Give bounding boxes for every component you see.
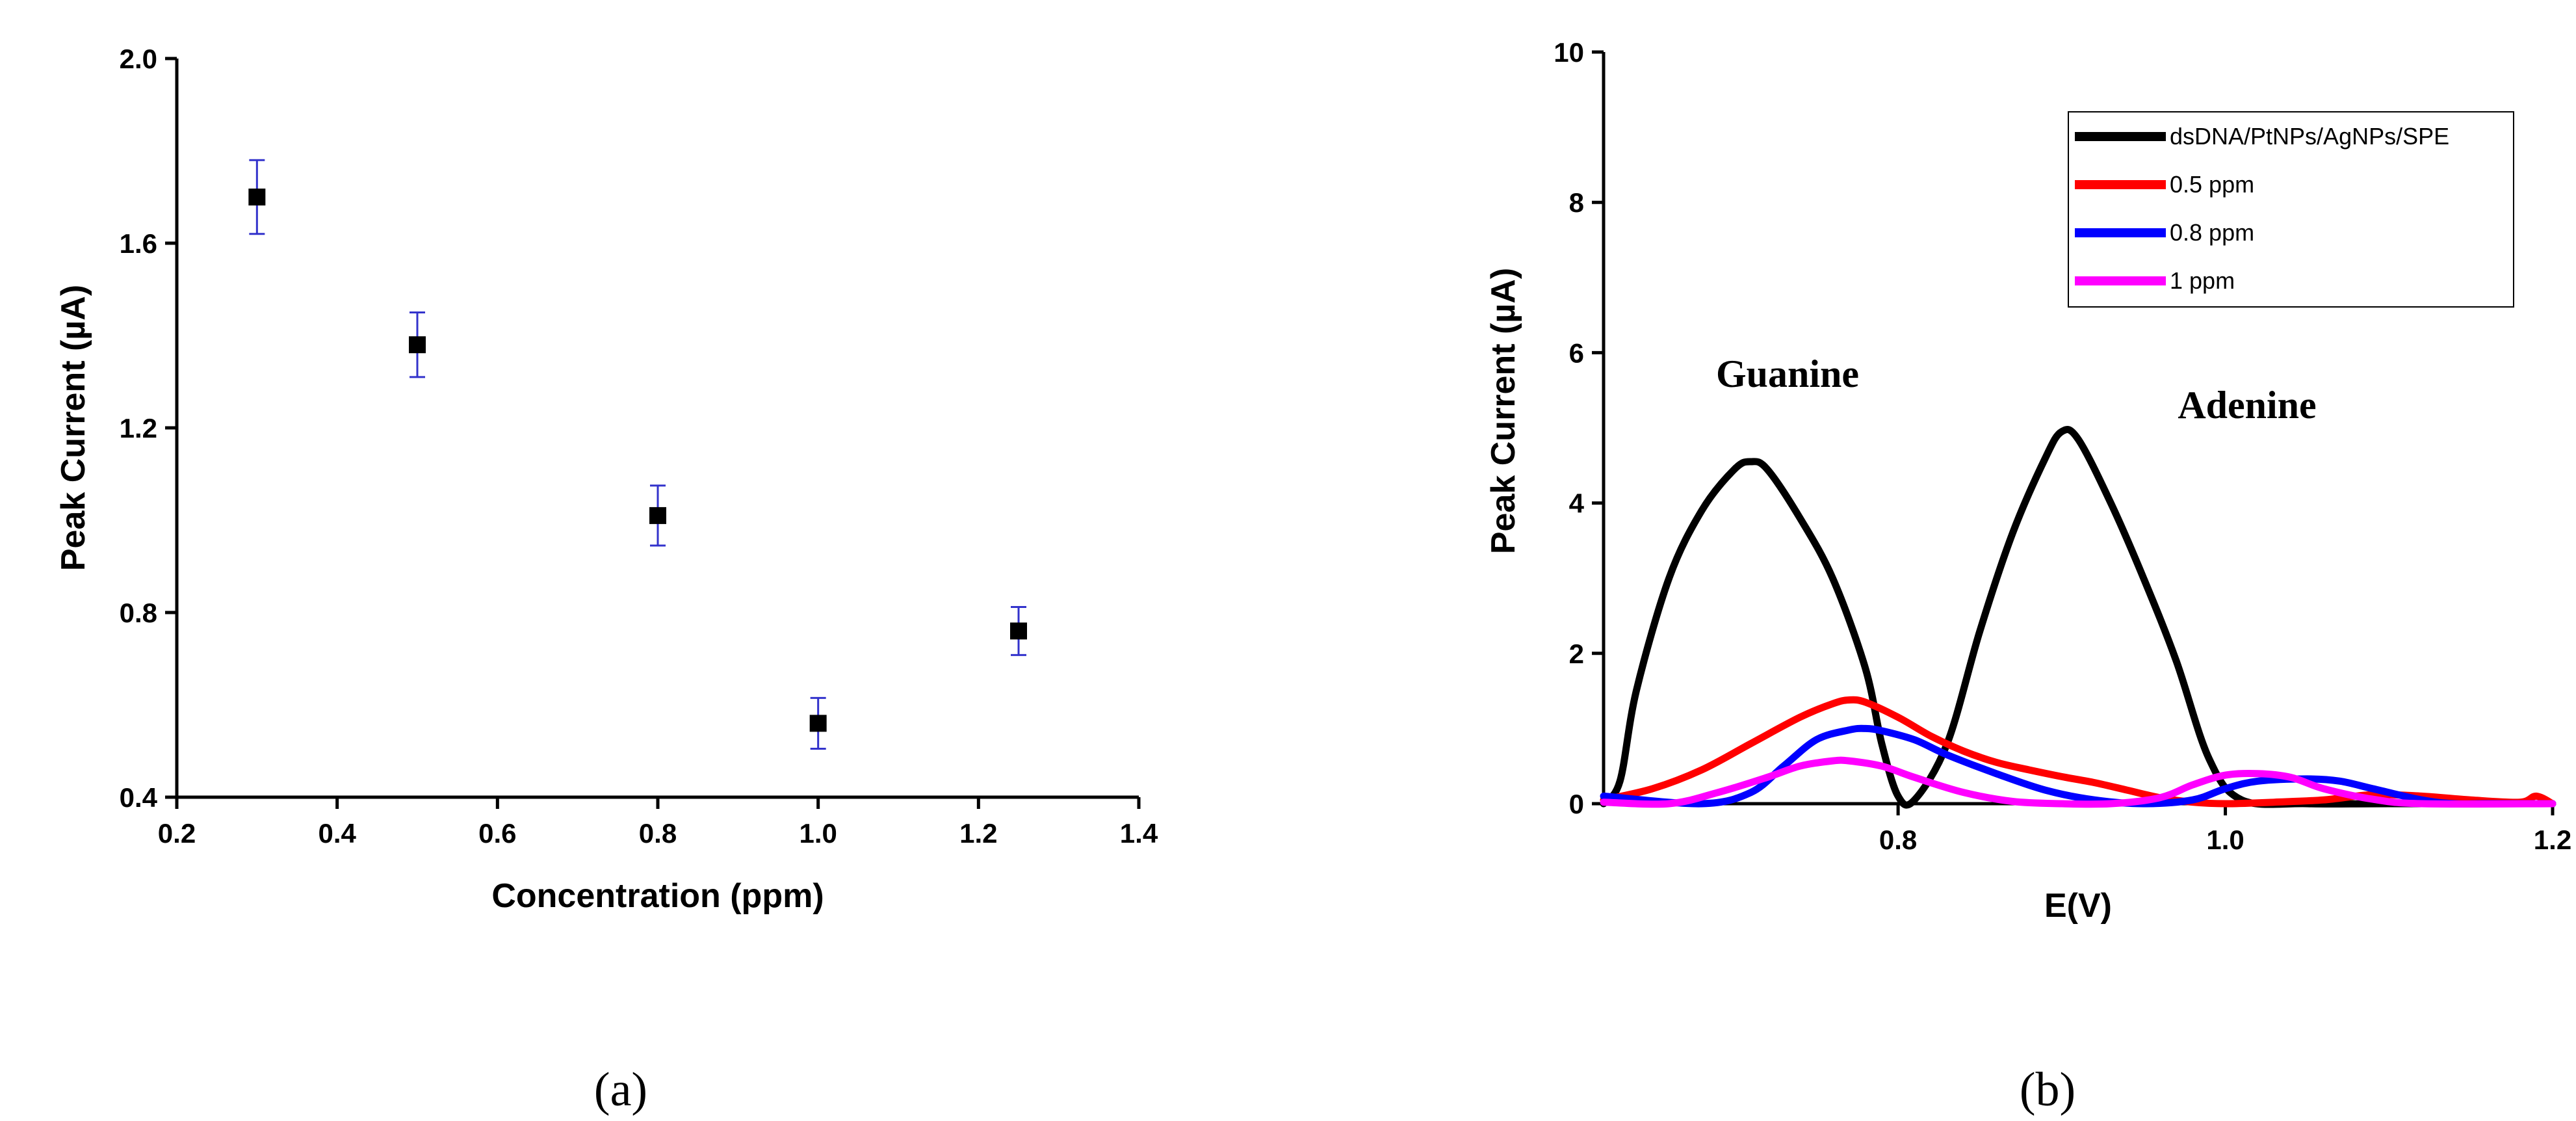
data-point-group: [1010, 605, 1027, 656]
chart-b-x-tick-label: 1.2: [2534, 824, 2571, 855]
chart-b-y-label: Peak Current (µA): [1485, 268, 1522, 554]
chart-a-y-tick-label: 1.6: [120, 228, 157, 259]
chart-b-y-tick-label: 10: [1554, 37, 1584, 68]
chart-a-x-label: Concentration (ppm): [491, 877, 824, 915]
chart-a-y-ticks: 0.4 0.8 1.2 1.6 2.0: [120, 44, 177, 813]
chart-b-x-tick-label: 0.8: [1879, 824, 1917, 855]
chart-b-x-ticks: 0.8 1.0 1.2: [1879, 804, 2571, 855]
adenine-annotation: Adenine: [2178, 384, 2316, 427]
legend-box: [2068, 111, 2514, 308]
chart-b-legend: dsDNA/PtNPs/AgNPs/SPE 0.5 ppm 0.8 ppm 1 …: [2068, 111, 2514, 308]
chart-a-y-tick-label: 0.8: [120, 598, 157, 628]
data-point-marker: [409, 336, 426, 354]
data-point-marker: [248, 189, 266, 205]
chart-a-y-tick-label: 2.0: [120, 44, 157, 74]
data-point-group: [649, 484, 666, 547]
chart-a-x-tick-label: 1.0: [799, 818, 837, 849]
chart-a-y-label: Peak Current (µA): [55, 285, 92, 571]
chart-a-x-tick-label: 1.2: [959, 818, 997, 849]
chart-a-x-tick-label: 0.6: [478, 818, 516, 849]
chart-a-y-tick-label: 1.2: [120, 413, 157, 443]
chart-a-panel-label: (a): [594, 1063, 647, 1116]
chart-b-x-label: E(V): [2044, 887, 2112, 925]
series-line-0-8ppm: [1600, 724, 2556, 808]
chart-b-x-tick-label: 1.0: [2206, 824, 2244, 855]
data-point-marker: [809, 715, 827, 732]
data-point-marker: [1010, 622, 1027, 640]
chart-a-x-tick-label: 0.8: [639, 818, 677, 849]
guanine-annotation: Guanine: [1716, 352, 1859, 395]
legend-label-0-5ppm: 0.5 ppm: [2170, 171, 2254, 198]
data-point-group: [809, 696, 827, 750]
series-line-dsdna: [1600, 426, 2556, 809]
series-line-1ppm: [1600, 756, 2556, 808]
chart-b: 0.8 1.0 1.2 0 2 4 6 8 10 Guanine Adenine dsDNA/…: [1485, 37, 2571, 1116]
chart-b-y-tick-label: 4: [1569, 488, 1585, 519]
data-point-group: [409, 311, 426, 378]
legend-label-0-8ppm: 0.8 ppm: [2170, 219, 2254, 246]
legend-label-1ppm: 1 ppm: [2170, 267, 2235, 294]
chart-a-x-tick-label: 1.4: [1120, 818, 1158, 849]
chart-a-x-tick-label: 0.2: [158, 818, 196, 849]
data-point-group: [248, 159, 266, 235]
chart-a-x-tick-label: 0.4: [318, 818, 356, 849]
series-line-0-5ppm: [1600, 696, 2556, 808]
chart-b-series: [1600, 426, 2556, 809]
data-point-marker: [649, 507, 666, 524]
chart-b-y-tick-label: 8: [1569, 187, 1584, 218]
legend-label-dsdna: dsDNA/PtNPs/AgNPs/SPE: [2170, 123, 2449, 150]
chart-a-x-ticks: 0.2 0.4 0.6 0.8 1.0 1.2 1.4: [158, 797, 1158, 849]
chart-a-y-tick-label: 0.4: [120, 782, 158, 813]
chart-b-y-tick-label: 6: [1569, 337, 1584, 368]
chart-b-y-ticks: 0 2 4 6 8 10: [1554, 37, 1604, 819]
chart-a-points: [248, 159, 1027, 750]
chart-b-y-tick-label: 0: [1569, 789, 1584, 819]
chart-b-panel-label: (b): [2020, 1063, 2075, 1116]
chart-a: 0.2 0.4 0.6 0.8 1.0 1.2 1.4 0.40.81.21.62.0 Co…: [55, 44, 1158, 1116]
chart-b-y-tick-label: 2: [1569, 639, 1584, 669]
